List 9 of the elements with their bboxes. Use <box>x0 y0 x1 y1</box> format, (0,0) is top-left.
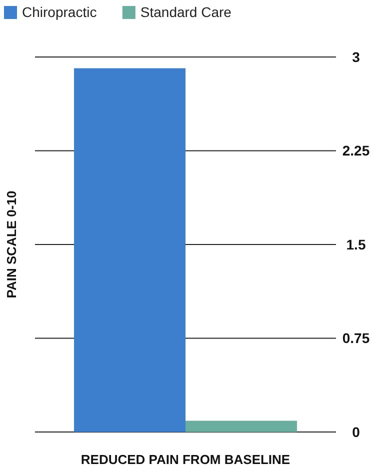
y-tick-label: 3 <box>352 48 360 65</box>
y-tick-label: 1.5 <box>346 236 366 252</box>
y-axis-title: PAIN SCALE 0-10 <box>4 190 19 298</box>
y-tick-label: 2.25 <box>342 142 370 159</box>
legend-label: Standard Care <box>140 4 232 20</box>
y-tick-label: 0.75 <box>342 330 370 346</box>
y-tick-label: 0 <box>352 424 360 440</box>
x-tick-label: REDUCED PAIN FROM BASELINE <box>80 452 290 467</box>
legend-label: Chiropractic <box>22 4 97 20</box>
